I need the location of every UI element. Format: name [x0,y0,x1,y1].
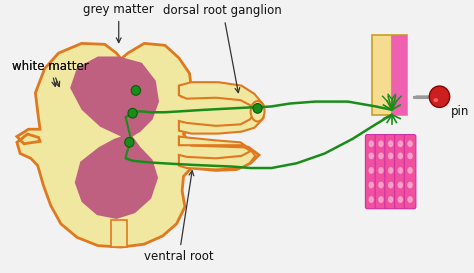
Ellipse shape [398,167,403,174]
Ellipse shape [398,196,403,203]
Ellipse shape [398,182,403,188]
Ellipse shape [378,196,383,203]
Ellipse shape [433,98,438,102]
Polygon shape [70,57,159,219]
Ellipse shape [407,196,413,203]
Polygon shape [17,43,264,247]
Bar [372,35,407,115]
Bar [391,35,407,115]
Ellipse shape [407,182,413,188]
Ellipse shape [398,140,403,147]
Ellipse shape [407,153,413,159]
Ellipse shape [388,182,393,188]
FancyBboxPatch shape [385,135,396,209]
Ellipse shape [368,153,374,159]
Circle shape [429,86,450,107]
Ellipse shape [388,196,393,203]
Text: white matter: white matter [12,60,89,86]
Polygon shape [17,43,264,247]
FancyBboxPatch shape [365,135,377,209]
Ellipse shape [251,101,264,121]
Text: white matter: white matter [12,60,89,87]
Ellipse shape [368,140,374,147]
Ellipse shape [398,153,403,159]
Ellipse shape [388,140,393,147]
FancyBboxPatch shape [375,135,387,209]
Ellipse shape [407,167,413,174]
Polygon shape [179,82,264,133]
Text: dorsal root ganglion: dorsal root ganglion [164,4,282,93]
Ellipse shape [368,196,374,203]
Polygon shape [111,220,127,247]
Circle shape [131,85,140,95]
Ellipse shape [368,167,374,174]
Ellipse shape [378,167,383,174]
FancyBboxPatch shape [404,135,416,209]
Ellipse shape [378,182,383,188]
FancyBboxPatch shape [394,135,406,209]
Text: ventral root: ventral root [144,171,214,263]
Ellipse shape [407,140,413,147]
Circle shape [253,103,262,113]
Ellipse shape [388,153,393,159]
Polygon shape [179,136,255,170]
Ellipse shape [368,182,374,188]
Circle shape [125,138,134,147]
Ellipse shape [378,153,383,159]
Ellipse shape [388,167,393,174]
Text: grey matter: grey matter [83,3,154,43]
Ellipse shape [378,140,383,147]
Text: pin: pin [451,105,469,118]
Circle shape [128,108,137,118]
